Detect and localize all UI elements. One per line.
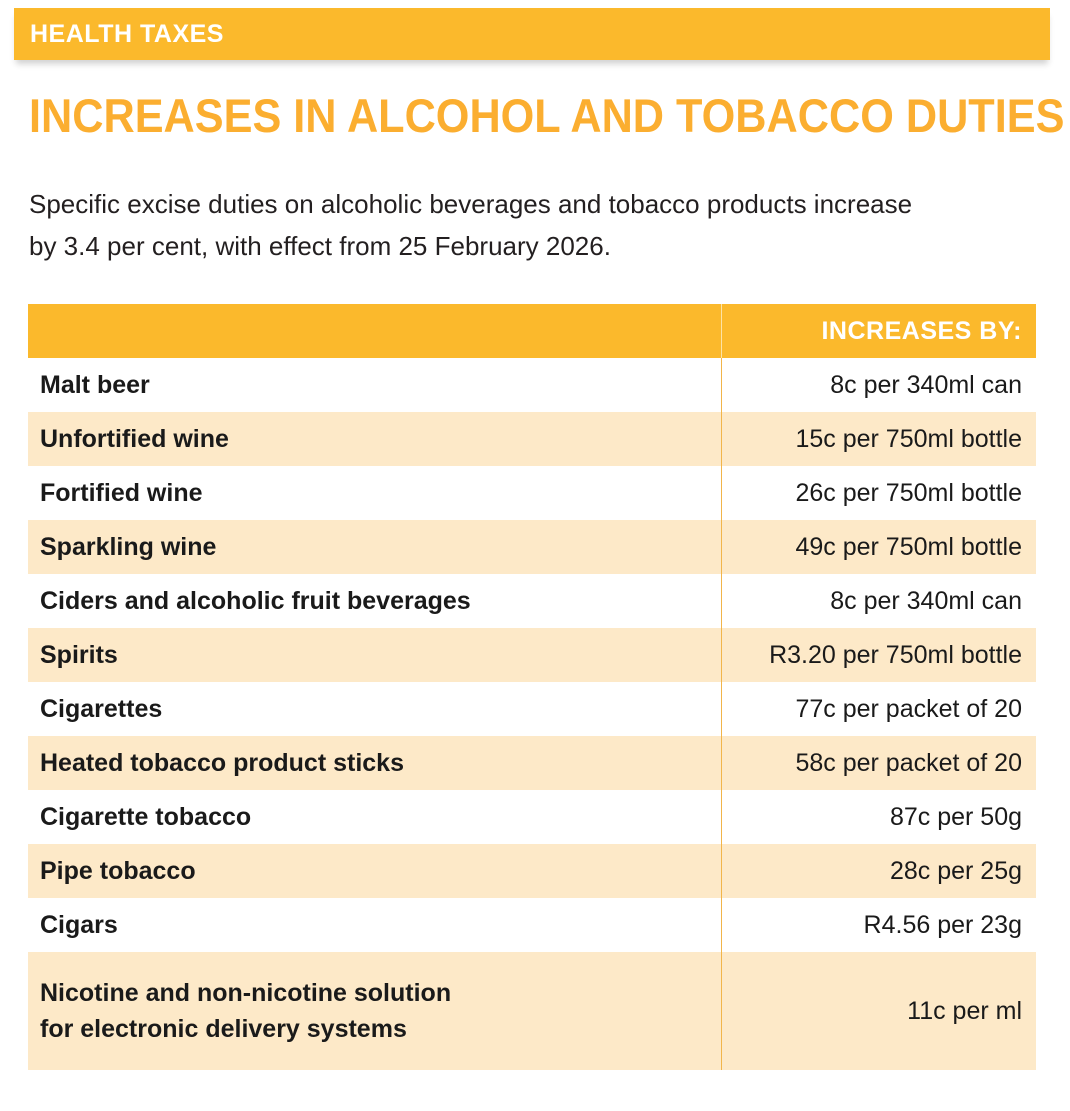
increase-amount: 8c per 340ml can bbox=[721, 358, 1036, 412]
header-product bbox=[28, 304, 722, 358]
table-row: Pipe tobacco 28c per 25g bbox=[28, 844, 1036, 898]
duties-table: INCREASES BY: Malt beer 8c per 340ml can… bbox=[28, 304, 1036, 1070]
product-name-line-1: Nicotine and non-nicotine solution bbox=[40, 979, 452, 1007]
header-increases-by: INCREASES BY: bbox=[721, 304, 1036, 358]
product-name: Cigarette tobacco bbox=[28, 790, 722, 844]
increase-amount: 87c per 50g bbox=[721, 790, 1036, 844]
increase-amount: 15c per 750ml bottle bbox=[721, 412, 1036, 466]
increase-amount: 28c per 25g bbox=[721, 844, 1036, 898]
product-name: Fortified wine bbox=[28, 466, 722, 520]
table-row: Fortified wine 26c per 750ml bottle bbox=[28, 466, 1036, 520]
increase-amount: 26c per 750ml bottle bbox=[721, 466, 1036, 520]
table-row: Cigarettes 77c per packet of 20 bbox=[28, 682, 1036, 736]
page-title: INCREASES IN ALCOHOL AND TOBACCO DUTIES bbox=[29, 89, 1065, 142]
table-row: Unfortified wine 15c per 750ml bottle bbox=[28, 412, 1036, 466]
product-name: Unfortified wine bbox=[28, 412, 722, 466]
product-name: Pipe tobacco bbox=[28, 844, 722, 898]
product-name: Nicotine and non-nicotine solution for e… bbox=[28, 952, 722, 1070]
increase-amount: R4.56 per 23g bbox=[721, 898, 1036, 952]
increase-amount: 8c per 340ml can bbox=[721, 574, 1036, 628]
increase-amount: 11c per ml bbox=[721, 952, 1036, 1070]
product-name: Cigarettes bbox=[28, 682, 722, 736]
increase-amount: 77c per packet of 20 bbox=[721, 682, 1036, 736]
product-name: Spirits bbox=[28, 628, 722, 682]
table-row: Ciders and alcoholic fruit beverages 8c … bbox=[28, 574, 1036, 628]
table-header-row: INCREASES BY: bbox=[28, 304, 1036, 358]
product-name: Malt beer bbox=[28, 358, 722, 412]
increase-amount: R3.20 per 750ml bottle bbox=[721, 628, 1036, 682]
intro-line-2: by 3.4 per cent, with effect from 25 Feb… bbox=[29, 231, 611, 261]
section-banner: HEALTH TAXES bbox=[14, 8, 1050, 60]
table-row: Nicotine and non-nicotine solution for e… bbox=[28, 952, 1036, 1070]
table-row: Heated tobacco product sticks 58c per pa… bbox=[28, 736, 1036, 790]
intro-line-1: Specific excise duties on alcoholic beve… bbox=[29, 189, 913, 219]
intro-paragraph: Specific excise duties on alcoholic beve… bbox=[29, 183, 989, 267]
table-row: Cigarette tobacco 87c per 50g bbox=[28, 790, 1036, 844]
product-name: Sparkling wine bbox=[28, 520, 722, 574]
product-name: Cigars bbox=[28, 898, 722, 952]
product-name: Heated tobacco product sticks bbox=[28, 736, 722, 790]
product-name: Ciders and alcoholic fruit beverages bbox=[28, 574, 722, 628]
table-row: Sparkling wine 49c per 750ml bottle bbox=[28, 520, 1036, 574]
table-body: Malt beer 8c per 340ml can Unfortified w… bbox=[28, 358, 1036, 1070]
table-row: Malt beer 8c per 340ml can bbox=[28, 358, 1036, 412]
table-row: Spirits R3.20 per 750ml bottle bbox=[28, 628, 1036, 682]
table-row: Cigars R4.56 per 23g bbox=[28, 898, 1036, 952]
increase-amount: 58c per packet of 20 bbox=[721, 736, 1036, 790]
section-label: HEALTH TAXES bbox=[30, 20, 224, 48]
product-name-line-2: for electronic delivery systems bbox=[40, 1015, 407, 1043]
increase-amount: 49c per 750ml bottle bbox=[721, 520, 1036, 574]
